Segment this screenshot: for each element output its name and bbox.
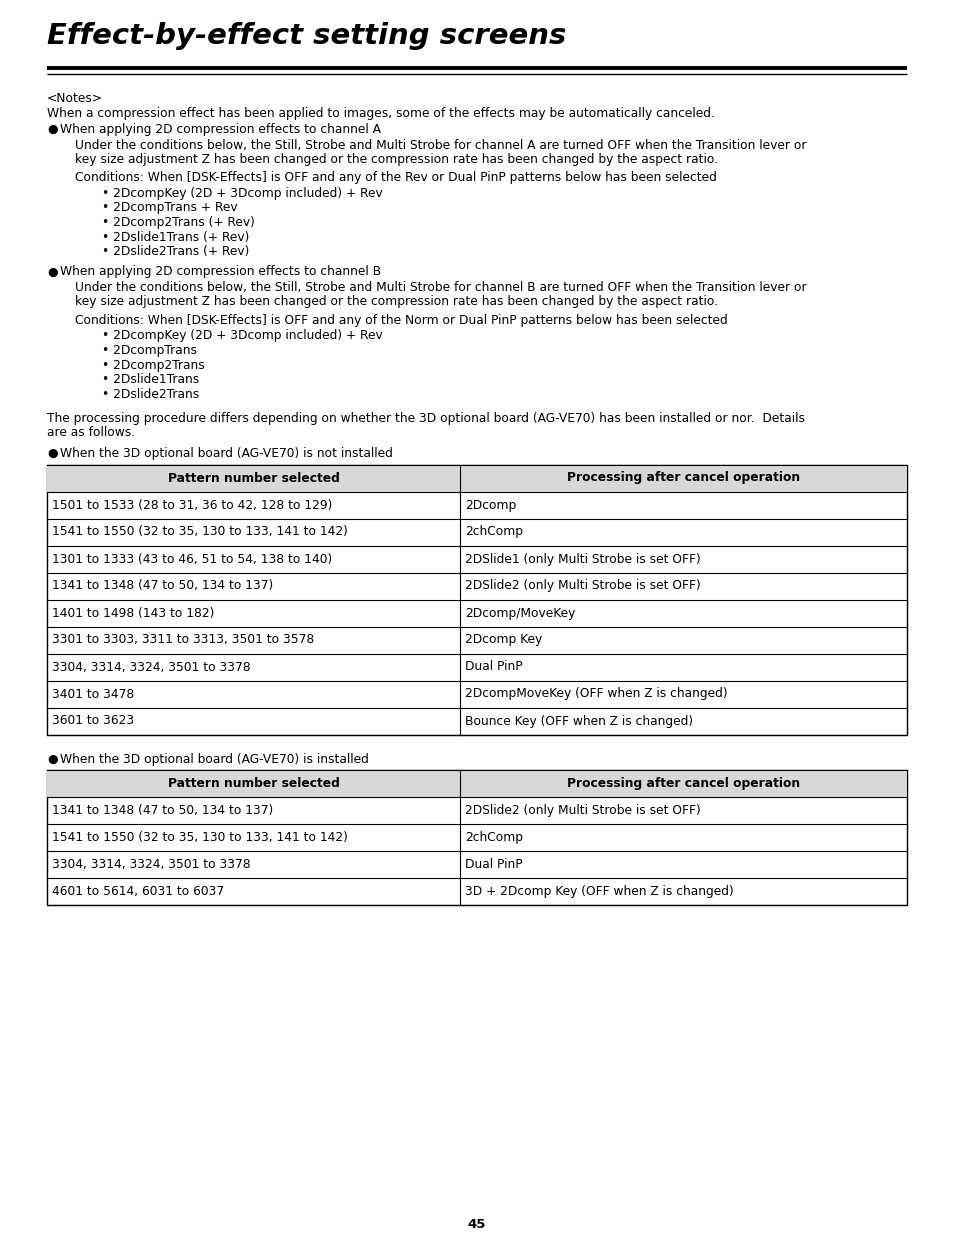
Text: Under the conditions below, the Still, Strobe and Multi Strobe for channel A are: Under the conditions below, the Still, S… [75,139,805,151]
Text: 1301 to 1333 (43 to 46, 51 to 54, 138 to 140): 1301 to 1333 (43 to 46, 51 to 54, 138 to… [52,553,332,565]
Text: key size adjustment Z has been changed or the compression rate has been changed : key size adjustment Z has been changed o… [75,153,718,166]
Text: Processing after cancel operation: Processing after cancel operation [566,471,800,485]
Text: ●: ● [47,122,58,136]
Text: • 2Dcomp2Trans: • 2Dcomp2Trans [102,359,205,371]
Text: Pattern number selected: Pattern number selected [168,777,339,790]
Text: 1341 to 1348 (47 to 50, 134 to 137): 1341 to 1348 (47 to 50, 134 to 137) [52,579,273,593]
Text: ●: ● [47,447,58,460]
Text: Under the conditions below, the Still, Strobe and Multi Strobe for channel B are: Under the conditions below, the Still, S… [75,281,806,294]
Text: When applying 2D compression effects to channel A: When applying 2D compression effects to … [60,122,380,136]
Text: 2chComp: 2chComp [464,831,522,844]
Text: 4601 to 5614, 6031 to 6037: 4601 to 5614, 6031 to 6037 [52,884,224,898]
Text: Effect-by-effect setting screens: Effect-by-effect setting screens [47,22,566,49]
Text: • 2DcompKey (2D + 3Dcomp included) + Rev: • 2DcompKey (2D + 3Dcomp included) + Rev [102,187,382,200]
Text: <Notes>: <Notes> [47,92,103,105]
Text: When the 3D optional board (AG-VE70) is installed: When the 3D optional board (AG-VE70) is … [60,752,369,766]
Text: ●: ● [47,752,58,766]
Text: • 2Dslide1Trans: • 2Dslide1Trans [102,374,199,386]
Text: 2Dcomp Key: 2Dcomp Key [464,633,541,647]
Text: Bounce Key (OFF when Z is changed): Bounce Key (OFF when Z is changed) [464,715,693,727]
Text: 2Dcomp/MoveKey: 2Dcomp/MoveKey [464,606,575,620]
Text: • 2DcompTrans + Rev: • 2DcompTrans + Rev [102,202,237,214]
Bar [47,769,906,797]
Text: • 2Dslide2Trans: • 2Dslide2Trans [102,387,199,401]
Text: 2DSlide1 (only Multi Strobe is set OFF): 2DSlide1 (only Multi Strobe is set OFF) [464,553,700,565]
Text: Conditions: When [DSK-Effects] is OFF and any of the Norm or Dual PinP patterns : Conditions: When [DSK-Effects] is OFF an… [75,314,727,327]
Text: are as follows.: are as follows. [47,427,135,439]
Text: 3301 to 3303, 3311 to 3313, 3501 to 3578: 3301 to 3303, 3311 to 3313, 3501 to 3578 [52,633,314,647]
Text: • 2Dslide2Trans (+ Rev): • 2Dslide2Trans (+ Rev) [102,245,249,259]
Text: Dual PinP: Dual PinP [464,858,522,871]
Text: 1501 to 1533 (28 to 31, 36 to 42, 128 to 129): 1501 to 1533 (28 to 31, 36 to 42, 128 to… [52,499,332,512]
Text: 3601 to 3623: 3601 to 3623 [52,715,134,727]
Text: 2Dcomp: 2Dcomp [464,499,516,512]
Text: 2DcompMoveKey (OFF when Z is changed): 2DcompMoveKey (OFF when Z is changed) [464,688,727,700]
Text: 1541 to 1550 (32 to 35, 130 to 133, 141 to 142): 1541 to 1550 (32 to 35, 130 to 133, 141 … [52,526,348,538]
Text: Processing after cancel operation: Processing after cancel operation [566,777,800,790]
Text: 3401 to 3478: 3401 to 3478 [52,688,134,700]
Text: 1541 to 1550 (32 to 35, 130 to 133, 141 to 142): 1541 to 1550 (32 to 35, 130 to 133, 141 … [52,831,348,844]
Text: Pattern number selected: Pattern number selected [168,471,339,485]
Text: The processing procedure differs depending on whether the 3D optional board (AG-: The processing procedure differs dependi… [47,412,804,426]
Text: Dual PinP: Dual PinP [464,661,522,673]
Text: key size adjustment Z has been changed or the compression rate has been changed : key size adjustment Z has been changed o… [75,296,718,308]
Bar [47,769,906,905]
Text: 1401 to 1498 (143 to 182): 1401 to 1498 (143 to 182) [52,606,214,620]
Text: 3304, 3314, 3324, 3501 to 3378: 3304, 3314, 3324, 3501 to 3378 [52,858,251,871]
Text: • 2DcompTrans: • 2DcompTrans [102,344,196,357]
Text: When a compression effect has been applied to images, some of the effects may be: When a compression effect has been appli… [47,108,714,120]
Bar [47,465,906,735]
Text: • 2Dslide1Trans (+ Rev): • 2Dslide1Trans (+ Rev) [102,230,249,244]
Text: 3D + 2Dcomp Key (OFF when Z is changed): 3D + 2Dcomp Key (OFF when Z is changed) [464,884,733,898]
Text: 2DSlide2 (only Multi Strobe is set OFF): 2DSlide2 (only Multi Strobe is set OFF) [464,579,700,593]
Text: Conditions: When [DSK-Effects] is OFF and any of the Rev or Dual PinP patterns b: Conditions: When [DSK-Effects] is OFF an… [75,172,716,184]
Text: 45: 45 [467,1218,486,1231]
Text: • 2DcompKey (2D + 3Dcomp included) + Rev: • 2DcompKey (2D + 3Dcomp included) + Rev [102,329,382,343]
Text: When the 3D optional board (AG-VE70) is not installed: When the 3D optional board (AG-VE70) is … [60,447,393,460]
Text: 1341 to 1348 (47 to 50, 134 to 137): 1341 to 1348 (47 to 50, 134 to 137) [52,804,273,816]
Text: 3304, 3314, 3324, 3501 to 3378: 3304, 3314, 3324, 3501 to 3378 [52,661,251,673]
Text: ●: ● [47,266,58,278]
Text: 2DSlide2 (only Multi Strobe is set OFF): 2DSlide2 (only Multi Strobe is set OFF) [464,804,700,816]
Bar [47,465,906,491]
Text: When applying 2D compression effects to channel B: When applying 2D compression effects to … [60,266,381,278]
Text: • 2Dcomp2Trans (+ Rev): • 2Dcomp2Trans (+ Rev) [102,216,254,229]
Text: 2chComp: 2chComp [464,526,522,538]
